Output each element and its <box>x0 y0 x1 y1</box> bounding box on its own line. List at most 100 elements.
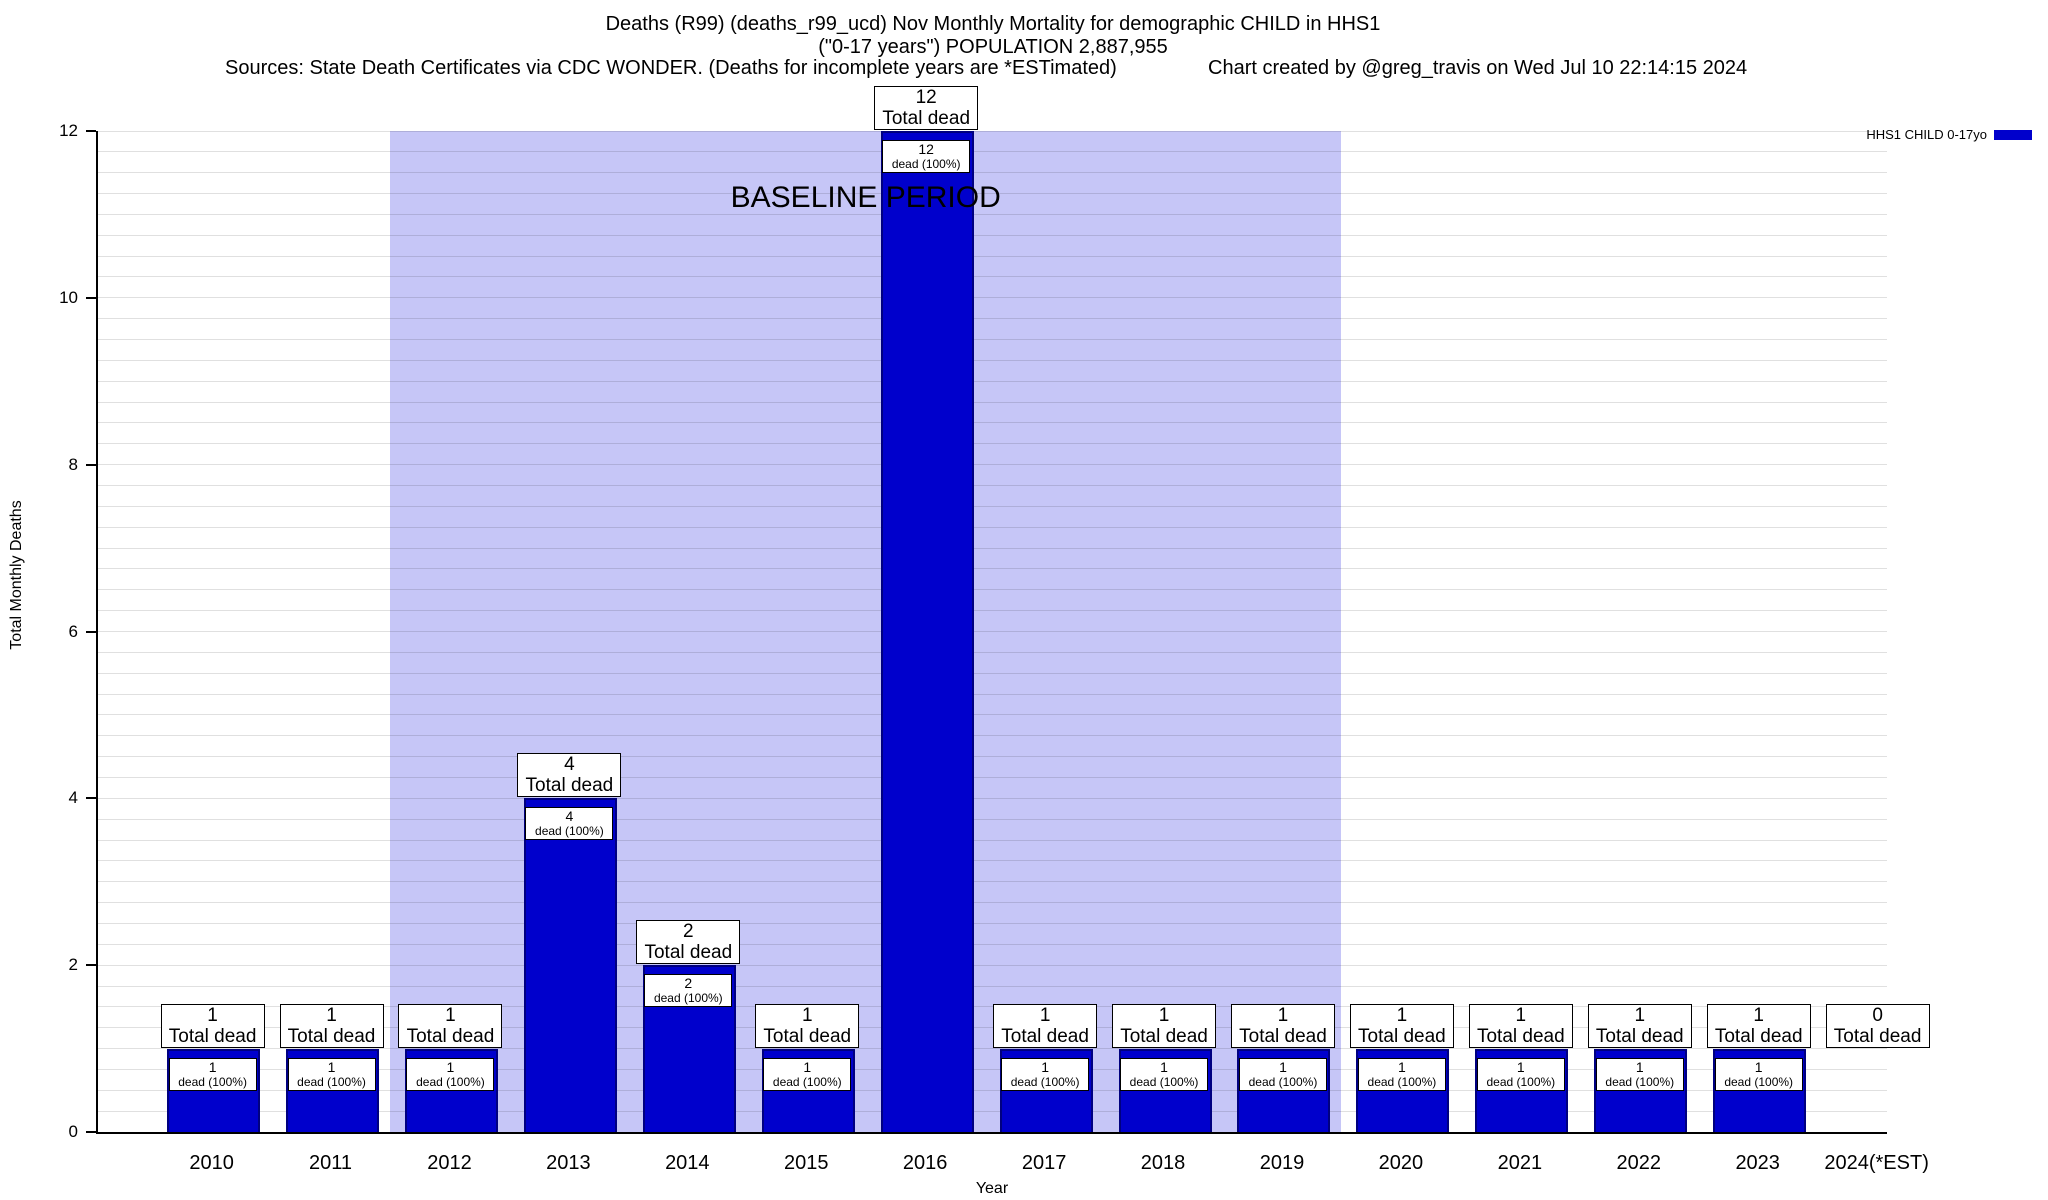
bar-inner-text: dead (100%) <box>1010 1074 1080 1089</box>
bar-total-value: 1 <box>207 1004 218 1026</box>
bar-inner-text: dead (100%) <box>1248 1074 1318 1089</box>
x-tick-label: 2021 <box>1497 1152 1543 1174</box>
gridline <box>98 943 1887 945</box>
gridline <box>98 193 1887 195</box>
bar-inner-text: dead (100%) <box>297 1074 366 1089</box>
gridline <box>98 881 1887 883</box>
gridline <box>98 380 1887 382</box>
bar-inner-value: 1 <box>1041 1058 1049 1075</box>
bar-total-text: Total dead <box>287 1025 376 1047</box>
bar-total-value: 1 <box>1396 1004 1408 1026</box>
gridline <box>98 922 1887 924</box>
x-tick-label: 2016 <box>902 1152 948 1174</box>
gridline <box>98 860 1887 862</box>
bar-total-text: Total dead <box>1001 1025 1089 1047</box>
bar-total-value: 12 <box>915 87 937 108</box>
gridline <box>98 255 1887 257</box>
gridline <box>98 964 1887 966</box>
x-tick-label: 2015 <box>784 1152 829 1174</box>
gridline <box>98 130 1887 132</box>
bar-total-label: 1 Total dead <box>755 1003 860 1048</box>
gridline <box>98 297 1887 299</box>
legend-label: HHS1 CHILD 0-17yo <box>1866 127 1987 142</box>
bar <box>880 131 974 1134</box>
gridline <box>98 234 1887 236</box>
bar-total-label: 1 Total dead <box>1349 1003 1454 1048</box>
source-note: Sources: State Death Certificates via CD… <box>225 57 1117 79</box>
bar-inner-text: dead (100%) <box>772 1074 842 1089</box>
bar-inner-value: 1 <box>1160 1058 1168 1075</box>
baseline-period-label: BASELINE PERIOD <box>730 181 1001 214</box>
gridline <box>98 589 1887 591</box>
gridline <box>98 151 1887 153</box>
bar-total-text: Total dead <box>168 1025 257 1047</box>
bar-total-text: Total dead <box>1595 1025 1684 1047</box>
bar <box>523 798 617 1134</box>
bar-total-label: 1 Total dead <box>160 1003 265 1048</box>
gridline <box>98 693 1887 695</box>
y-tick-label: 2 <box>68 955 78 975</box>
bar-total-value: 0 <box>1872 1004 1883 1026</box>
bar-inner-label: 1 dead (100%) <box>1238 1057 1327 1091</box>
gridline <box>98 776 1887 778</box>
bar-total-text: Total dead <box>406 1025 495 1047</box>
y-tick-label: 12 <box>59 121 78 140</box>
bar-inner-value: 1 <box>1279 1058 1287 1075</box>
x-axis-title: Year <box>975 1180 1009 1197</box>
y-tick-label: 8 <box>68 454 78 474</box>
bar-inner-label: 4 dead (100%) <box>525 807 614 841</box>
x-tick-label: 2020 <box>1378 1152 1424 1174</box>
bar-total-text: Total dead <box>763 1025 852 1047</box>
bar-total-label: 2 Total dead <box>636 920 741 965</box>
x-tick-label: 2023 <box>1735 1152 1780 1174</box>
y-axis-title: Total Monthly Deaths <box>8 500 25 650</box>
y-axis-line <box>96 131 98 1134</box>
gridline <box>98 1068 1887 1070</box>
credit-note: Chart created by @greg_travis on Wed Jul… <box>1208 57 1748 79</box>
legend-swatch <box>1994 129 2032 140</box>
bar-inner-label: 2 dead (100%) <box>644 974 733 1008</box>
bar-inner-text: dead (100%) <box>891 157 961 171</box>
bar-total-text: Total dead <box>1476 1025 1565 1047</box>
gridline <box>98 276 1887 278</box>
bar-inner-label: 1 dead (100%) <box>1595 1057 1684 1091</box>
bar-inner-label: 1 dead (100%) <box>406 1057 495 1091</box>
bar-total-label: 1 Total dead <box>1706 1003 1811 1048</box>
bar-inner-text: dead (100%) <box>1129 1074 1199 1089</box>
bar-inner-value: 1 <box>208 1058 217 1075</box>
bar-total-label: 1 Total dead <box>1112 1003 1217 1048</box>
bar-total-value: 1 <box>1753 1004 1764 1026</box>
bar-total-text: Total dead <box>1120 1025 1208 1047</box>
bar-inner-text: dead (100%) <box>1605 1074 1675 1089</box>
gridline <box>98 213 1887 215</box>
bar-inner-label: 1 dead (100%) <box>287 1057 376 1091</box>
bar-inner-value: 1 <box>1397 1058 1406 1075</box>
bar-inner-label: 1 dead (100%) <box>1001 1057 1090 1091</box>
gridline <box>98 1110 1887 1112</box>
gridline <box>98 1048 1887 1050</box>
y-tick <box>86 463 96 466</box>
bar-total-text: Total dead <box>1714 1025 1803 1047</box>
gridline <box>98 401 1887 403</box>
gridline <box>98 651 1887 653</box>
x-tick-label: 2018 <box>1140 1152 1186 1174</box>
bar-inner-label: 1 dead (100%) <box>1714 1057 1803 1091</box>
gridline <box>98 547 1887 549</box>
bar-inner-value: 12 <box>918 141 934 157</box>
y-tick <box>86 1131 96 1133</box>
bar-total-label: 1 Total dead <box>1230 1003 1335 1048</box>
gridline <box>98 672 1887 674</box>
bar-inner-value: 1 <box>1516 1058 1525 1075</box>
gridline <box>98 1006 1887 1008</box>
y-tick-label: 4 <box>68 788 78 808</box>
gridline <box>98 568 1887 570</box>
x-tick-label: 2024(*EST) <box>1824 1152 1929 1174</box>
bar-total-value: 1 <box>1039 1004 1051 1026</box>
x-axis-line <box>96 1132 1887 1134</box>
gridline <box>98 359 1887 361</box>
bar-total-label: 0 Total dead <box>1825 1003 1930 1048</box>
gridline <box>98 1027 1887 1029</box>
x-tick-label: 2014 <box>665 1152 710 1174</box>
bar-total-label: 12 Total dead <box>874 86 979 130</box>
bar-inner-text: dead (100%) <box>178 1074 247 1089</box>
